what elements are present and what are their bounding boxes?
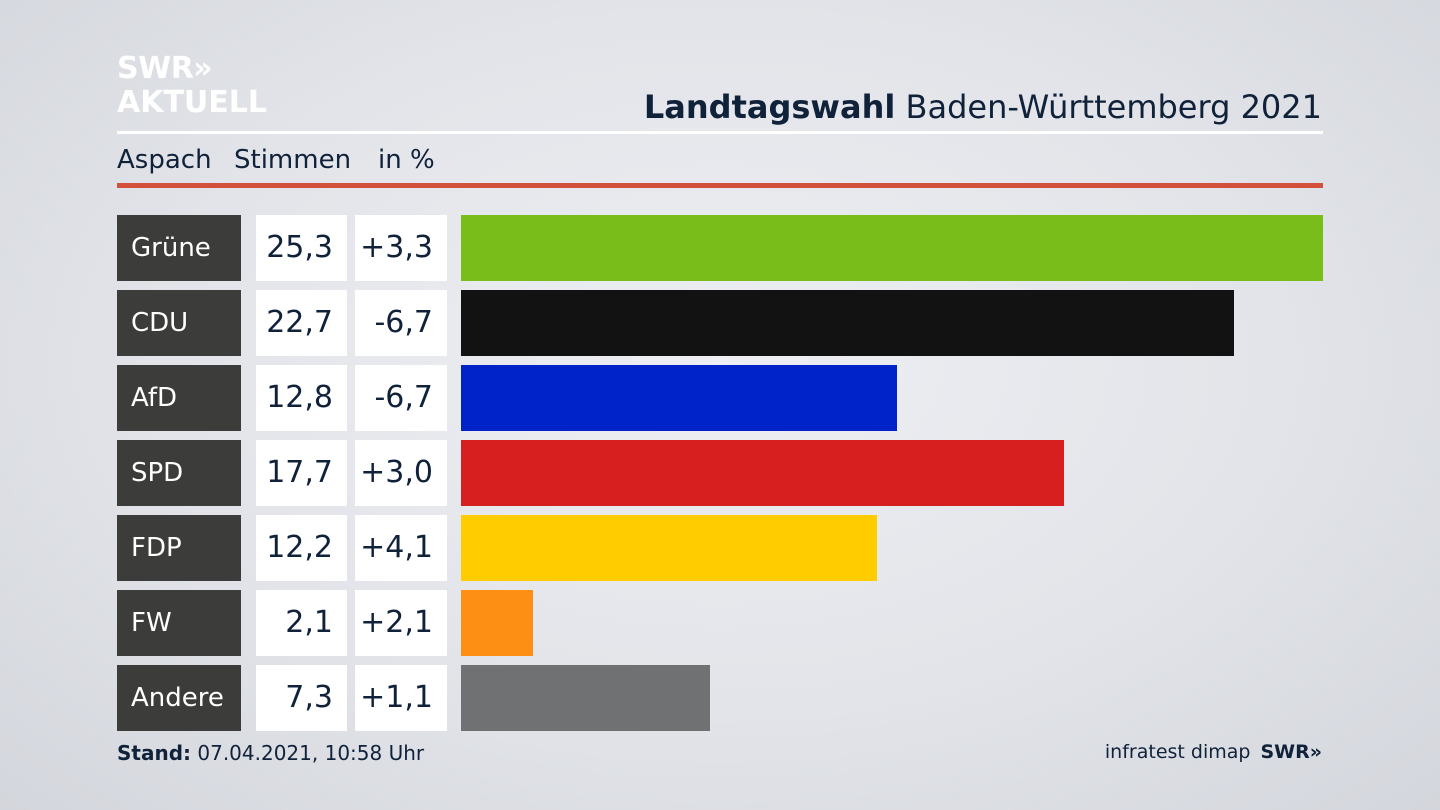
- vote-change-value: +3,3: [355, 215, 447, 281]
- vote-change-value: +4,1: [355, 515, 447, 581]
- result-row: Grüne 25,3 +3,3: [0, 215, 1440, 281]
- swr-footer-logo: SWR»: [1260, 741, 1322, 763]
- vote-share-bar: [461, 665, 710, 731]
- title-bold: Landtagswahl: [643, 88, 896, 126]
- vote-share-bar: [461, 215, 1323, 281]
- result-row: SPD 17,7 +3,0: [0, 440, 1440, 506]
- vote-share-value: 7,3: [256, 665, 347, 731]
- source-text: infratest dimap: [1104, 741, 1251, 763]
- vote-change-value: +2,1: [355, 590, 447, 656]
- timestamp: Stand: 07.04.2021, 10:58 Uhr: [117, 741, 424, 765]
- stand-label: Stand:: [117, 741, 192, 765]
- header-divider: [117, 183, 1323, 188]
- vote-share-bar: [461, 590, 533, 656]
- party-label: CDU: [117, 290, 241, 356]
- vote-share-bar: [461, 440, 1065, 506]
- source-credit: infratest dimap SWR»: [1105, 741, 1322, 763]
- title-rest: Baden-Württemberg 2021: [895, 88, 1323, 126]
- party-label: SPD: [117, 440, 241, 506]
- votes-column-label: Stimmen: [234, 145, 352, 175]
- vote-change-value: -6,7: [355, 290, 447, 356]
- vote-share-value: 2,1: [256, 590, 347, 656]
- logo-line-2: AKTUELL: [117, 85, 268, 120]
- swr-aktuell-logo: SWR» AKTUELL: [117, 54, 267, 118]
- vote-change-value: -6,7: [355, 365, 447, 431]
- result-row: AfD 12,8 -6,7: [0, 365, 1440, 431]
- vote-share-value: 25,3: [256, 215, 347, 281]
- result-row: FDP 12,2 +4,1: [0, 515, 1440, 581]
- vote-share-bar: [461, 365, 898, 431]
- party-label: Andere: [117, 665, 241, 731]
- party-label: Grüne: [117, 215, 241, 281]
- result-row: Andere 7,3 +1,1: [0, 665, 1440, 731]
- page-title: Landtagswahl Baden-Württemberg 2021: [644, 88, 1322, 126]
- location-label: Aspach: [117, 145, 212, 175]
- vote-share-value: 22,7: [256, 290, 347, 356]
- vote-share-bar: [461, 290, 1235, 356]
- vote-share-value: 12,8: [256, 365, 347, 431]
- vote-change-value: +1,1: [355, 665, 447, 731]
- unit-column-label: in %: [378, 145, 435, 175]
- vote-share-value: 12,2: [256, 515, 347, 581]
- title-divider: [117, 131, 1323, 134]
- result-row: FW 2,1 +2,1: [0, 590, 1440, 656]
- vote-share-value: 17,7: [256, 440, 347, 506]
- party-label: FW: [117, 590, 241, 656]
- result-row: CDU 22,7 -6,7: [0, 290, 1440, 356]
- stand-value: 07.04.2021, 10:58 Uhr: [191, 741, 425, 765]
- party-label: AfD: [117, 365, 241, 431]
- vote-change-value: +3,0: [355, 440, 447, 506]
- vote-share-bar: [461, 515, 877, 581]
- party-label: FDP: [117, 515, 241, 581]
- logo-line-1: SWR»: [117, 51, 213, 86]
